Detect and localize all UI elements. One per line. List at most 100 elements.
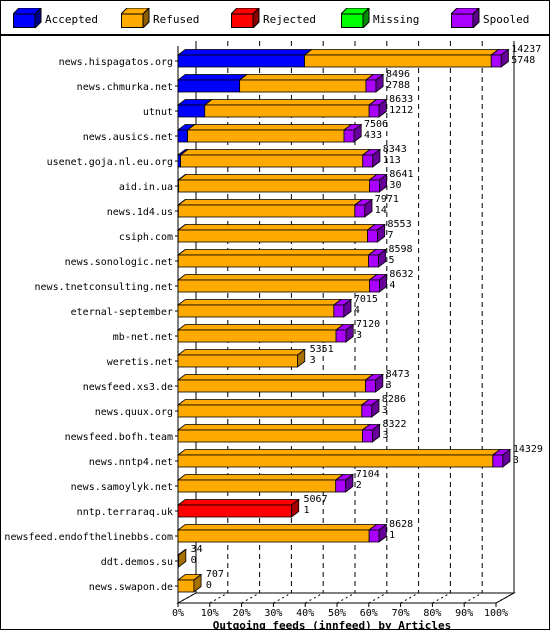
category-label: news.swapon.de bbox=[89, 582, 173, 593]
bar-top-refused bbox=[179, 149, 372, 156]
bar-segment-spooled bbox=[365, 79, 377, 93]
bar-top-refused bbox=[176, 474, 345, 481]
floor-tick bbox=[463, 592, 483, 604]
floor-tick bbox=[304, 592, 324, 604]
value-label-top: 7971 bbox=[375, 194, 399, 205]
bar-segment-refused bbox=[177, 304, 335, 318]
category-label: news.hispagatos.org bbox=[59, 57, 173, 68]
value-label-top: 8553 bbox=[388, 219, 412, 230]
legend-swatch bbox=[341, 8, 370, 28]
value-label-top: 8633 bbox=[389, 94, 413, 105]
bar-segment-refused bbox=[177, 279, 370, 293]
bar-side bbox=[178, 548, 187, 568]
value-label-top: 8496 bbox=[386, 69, 410, 80]
bar-segment-refused bbox=[177, 454, 494, 468]
value-label-bottom: 3 bbox=[513, 455, 519, 466]
category-label: newsfeed.bofh.team bbox=[65, 432, 173, 443]
value-label-top: 34 bbox=[191, 544, 203, 555]
floor-tick bbox=[495, 592, 515, 604]
bar-top-accepted bbox=[176, 74, 249, 81]
category-label: mb-net.net bbox=[113, 332, 173, 343]
category-label: usenet.goja.nl.eu.org bbox=[47, 157, 173, 168]
category-label: nntp.terraraq.uk bbox=[77, 507, 173, 518]
bar-segment-refused bbox=[177, 379, 367, 393]
bar-top-refused bbox=[177, 249, 377, 256]
value-label-top: 8322 bbox=[382, 419, 406, 430]
bar-segment-refused bbox=[204, 104, 370, 118]
bar-segment-spooled bbox=[354, 204, 366, 218]
bar-segment-spooled bbox=[362, 154, 374, 168]
category-label: ddt.demos.su bbox=[101, 557, 173, 568]
category-label: news.ausics.net bbox=[83, 132, 173, 143]
legend-swatch bbox=[451, 8, 480, 28]
value-label-bottom: 5 bbox=[388, 255, 394, 266]
bar-side-spooled bbox=[378, 523, 387, 543]
bar-segment-spooled bbox=[343, 129, 355, 143]
legend: Accepted Refused Rejected Missing Spooled bbox=[0, 0, 550, 35]
bar-top-refused bbox=[176, 324, 345, 331]
bar-segment-refused bbox=[177, 254, 369, 268]
bar-side-spooled bbox=[500, 48, 509, 68]
value-label-top: 14237 bbox=[511, 44, 541, 55]
legend-swatch bbox=[13, 8, 42, 28]
value-label-top: 8628 bbox=[389, 519, 413, 530]
bar-segment-spooled bbox=[368, 529, 380, 543]
value-label-top: 8641 bbox=[389, 169, 413, 180]
bar-segment-refused bbox=[239, 79, 367, 93]
bar-side-spooled bbox=[345, 323, 354, 343]
value-label-top: 8473 bbox=[386, 369, 410, 380]
value-label-top: 14329 bbox=[513, 444, 543, 455]
bar-segment-spooled bbox=[368, 254, 379, 268]
category-label: eternal-september bbox=[71, 307, 173, 318]
bar-segment-spooled bbox=[333, 304, 345, 318]
category-label: utnut bbox=[143, 107, 173, 118]
x-tick-label: 0% bbox=[172, 608, 184, 619]
legend-swatch bbox=[121, 8, 150, 28]
bar-top-refused bbox=[176, 349, 306, 356]
bar-side-spooled bbox=[364, 198, 373, 218]
bar-side-spooled bbox=[375, 73, 384, 93]
bar-segment-refused bbox=[178, 179, 370, 193]
x-tick-label: 30% bbox=[264, 608, 282, 619]
value-label-bottom: 2788 bbox=[386, 80, 410, 91]
value-label-bottom: 1 bbox=[304, 505, 310, 516]
bar-top-refused bbox=[176, 524, 378, 531]
bar-segment-refused bbox=[177, 329, 337, 343]
value-label-bottom: 433 bbox=[364, 130, 382, 141]
bar-segment-refused bbox=[177, 204, 356, 218]
bar-top-refused bbox=[177, 224, 376, 231]
value-label-bottom: 1 bbox=[389, 530, 395, 541]
legend-swatch bbox=[231, 8, 260, 28]
value-label-top: 707 bbox=[206, 569, 224, 580]
bar-segment-spooled bbox=[490, 54, 502, 68]
value-label-bottom: 14 bbox=[375, 205, 387, 216]
value-label-top: 8632 bbox=[389, 269, 413, 280]
x-tick-label: 80% bbox=[423, 608, 441, 619]
value-label-bottom: 3 bbox=[382, 405, 388, 416]
bar-side-spooled bbox=[378, 98, 387, 118]
value-label-bottom: 3 bbox=[310, 355, 316, 366]
bar-top-refused bbox=[176, 399, 371, 406]
x-tick-label: 20% bbox=[233, 608, 251, 619]
bar-top-refused bbox=[177, 199, 364, 206]
bar-top-rejected bbox=[176, 499, 300, 506]
value-label-bottom: 3 bbox=[356, 330, 362, 341]
bar-top-refused bbox=[176, 424, 371, 431]
bar-segment-spooled bbox=[335, 329, 347, 343]
floor-tick bbox=[273, 592, 292, 604]
bar-segment-refused bbox=[180, 154, 364, 168]
value-label-top: 8286 bbox=[382, 394, 406, 405]
bar-top-refused bbox=[176, 374, 375, 381]
bar-segment-spooled bbox=[335, 479, 347, 493]
legend-label: Rejected bbox=[263, 13, 316, 26]
bar-side-spooled bbox=[372, 423, 381, 443]
value-label-bottom: 0 bbox=[191, 555, 197, 566]
bar-side bbox=[193, 573, 202, 593]
bar-segment-refused bbox=[177, 354, 298, 368]
bar-segment-spooled bbox=[368, 104, 380, 118]
bar-top-refused bbox=[176, 449, 502, 456]
floor-tick bbox=[209, 592, 229, 604]
chart: 0% 10% 20% 30% 40% 50% 60% 70% 80% 90% 100% Outgoin… bbox=[4, 41, 543, 629]
value-label-top: 7015 bbox=[354, 294, 378, 305]
bar-side-spooled bbox=[379, 273, 388, 293]
